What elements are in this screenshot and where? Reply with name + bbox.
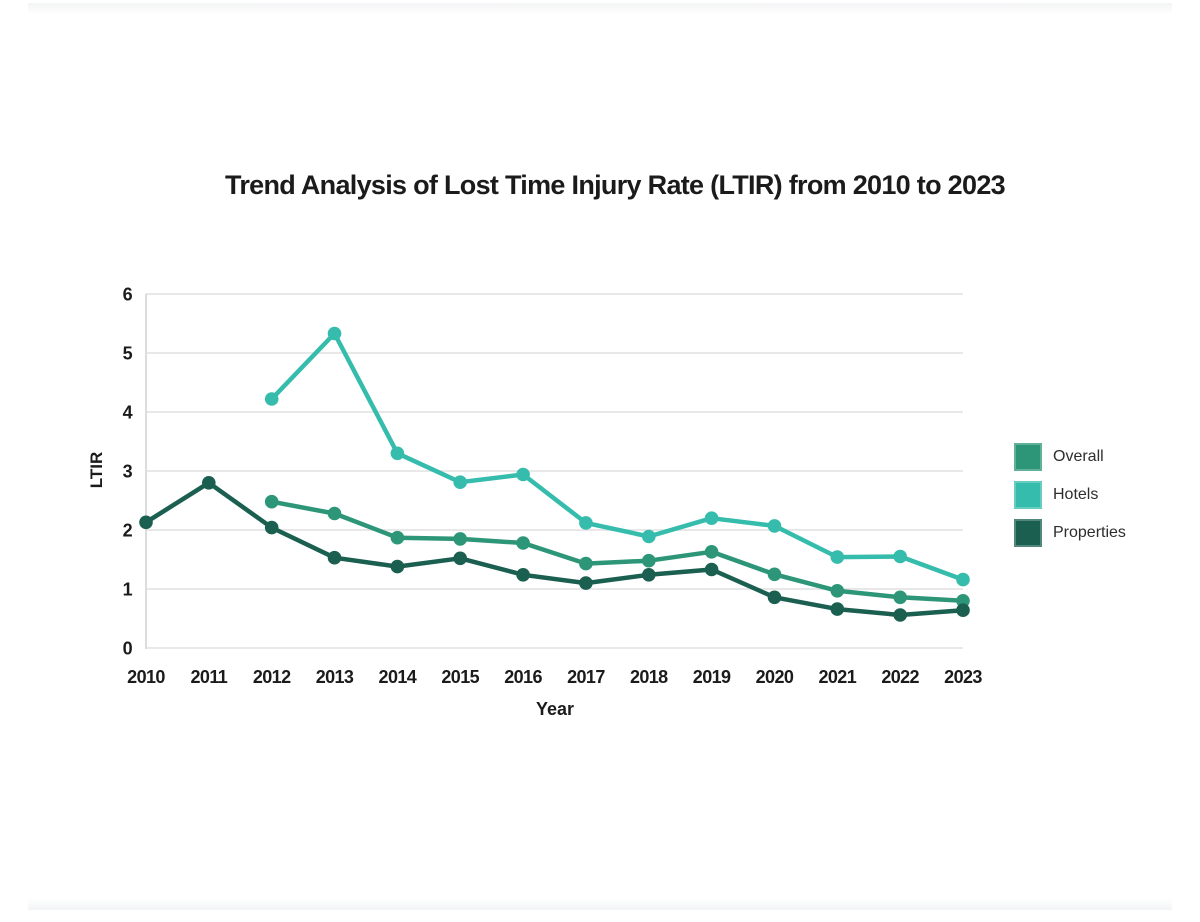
data-point-overall-2015 [453,532,468,546]
data-point-overall-2021 [830,584,845,598]
data-point-properties-2013 [327,550,342,565]
data-point-properties-2020 [767,590,782,605]
data-point-overall-2018 [642,553,656,568]
data-point-hotels-2012 [264,392,279,406]
y-tick-label-6: 6 [123,285,133,305]
legend-swatch-overall [1014,443,1042,471]
y-tick-label-3: 3 [123,462,133,482]
data-point-properties-2021 [830,602,845,616]
data-point-overall-2012 [264,494,279,509]
x-tick-label-2019: 2019 [693,667,731,687]
y-tick-label-2: 2 [123,521,133,541]
y-tick-label-5: 5 [123,344,133,364]
data-point-properties-2018 [642,568,656,582]
x-tick-label-2014: 2014 [379,667,417,687]
data-point-overall-2022 [893,590,907,605]
data-point-hotels-2015 [453,475,468,490]
data-point-hotels-2021 [830,550,845,564]
x-tick-label-2012: 2012 [253,667,291,687]
legend-swatch-hotels [1014,481,1042,509]
series-line-overall [269,499,966,604]
data-point-hotels-2018 [642,529,656,544]
y-tick-label-1: 1 [123,580,133,600]
legend-swatch-properties [1014,519,1042,547]
x-tick-label-2013: 2013 [316,667,354,687]
series-line-hotels [269,331,966,582]
data-point-hotels-2014 [390,446,405,461]
legend-item-hotels: Hotels [1014,481,1126,509]
data-point-properties-2023 [956,603,970,617]
data-point-overall-2014 [390,530,405,545]
x-tick-label-2010: 2010 [127,667,165,687]
data-point-overall-2020 [767,567,782,582]
legend-label-overall: Overall [1053,448,1104,465]
data-point-overall-2019 [704,545,719,559]
data-point-hotels-2022 [893,549,907,564]
data-point-properties-2022 [893,608,907,622]
x-tick-label-2023: 2023 [944,667,982,687]
legend-item-properties: Properties [1014,519,1126,547]
data-point-hotels-2017 [579,516,593,530]
chart-legend: Overall Hotels Properties [1014,443,1126,547]
x-axis-label: Year [535,699,575,719]
x-tick-label-2017: 2017 [567,667,605,687]
data-point-properties-2012 [264,520,279,535]
data-point-properties-2015 [453,551,468,566]
data-point-properties-2011 [202,476,216,490]
data-point-hotels-2016 [516,467,530,482]
data-point-overall-2017 [579,556,593,571]
chart-title: Trend Analysis of Lost Time Injury Rate … [225,170,1006,200]
data-point-overall-2013 [327,506,342,521]
y-tick-label-0: 0 [123,639,133,659]
y-axis-label: LTIR [87,451,106,489]
x-tick-label-2015: 2015 [441,667,479,687]
data-point-hotels-2013 [327,326,342,341]
data-point-hotels-2023 [956,572,970,587]
x-tick-label-2018: 2018 [630,667,668,687]
data-point-properties-2014 [390,559,405,574]
legend-label-hotels: Hotels [1053,486,1099,503]
x-tick-label-2016: 2016 [504,667,542,687]
x-tick-label-2020: 2020 [756,667,794,687]
legend-item-overall: Overall [1014,443,1126,471]
series-line-properties [143,480,966,618]
data-point-overall-2016 [516,536,530,550]
data-point-hotels-2019 [704,511,719,525]
y-tick-label-4: 4 [123,403,133,423]
legend-label-properties: Properties [1053,524,1126,541]
data-point-overall-2023 [956,594,970,608]
data-point-properties-2016 [516,568,530,582]
data-point-properties-2017 [579,576,593,590]
x-tick-label-2021: 2021 [818,667,856,687]
data-point-properties-2019 [704,562,719,577]
data-point-hotels-2020 [767,519,782,533]
x-tick-label-2011: 2011 [191,667,228,687]
data-point-properties-2010 [139,515,153,530]
x-tick-label-2022: 2022 [881,667,919,687]
